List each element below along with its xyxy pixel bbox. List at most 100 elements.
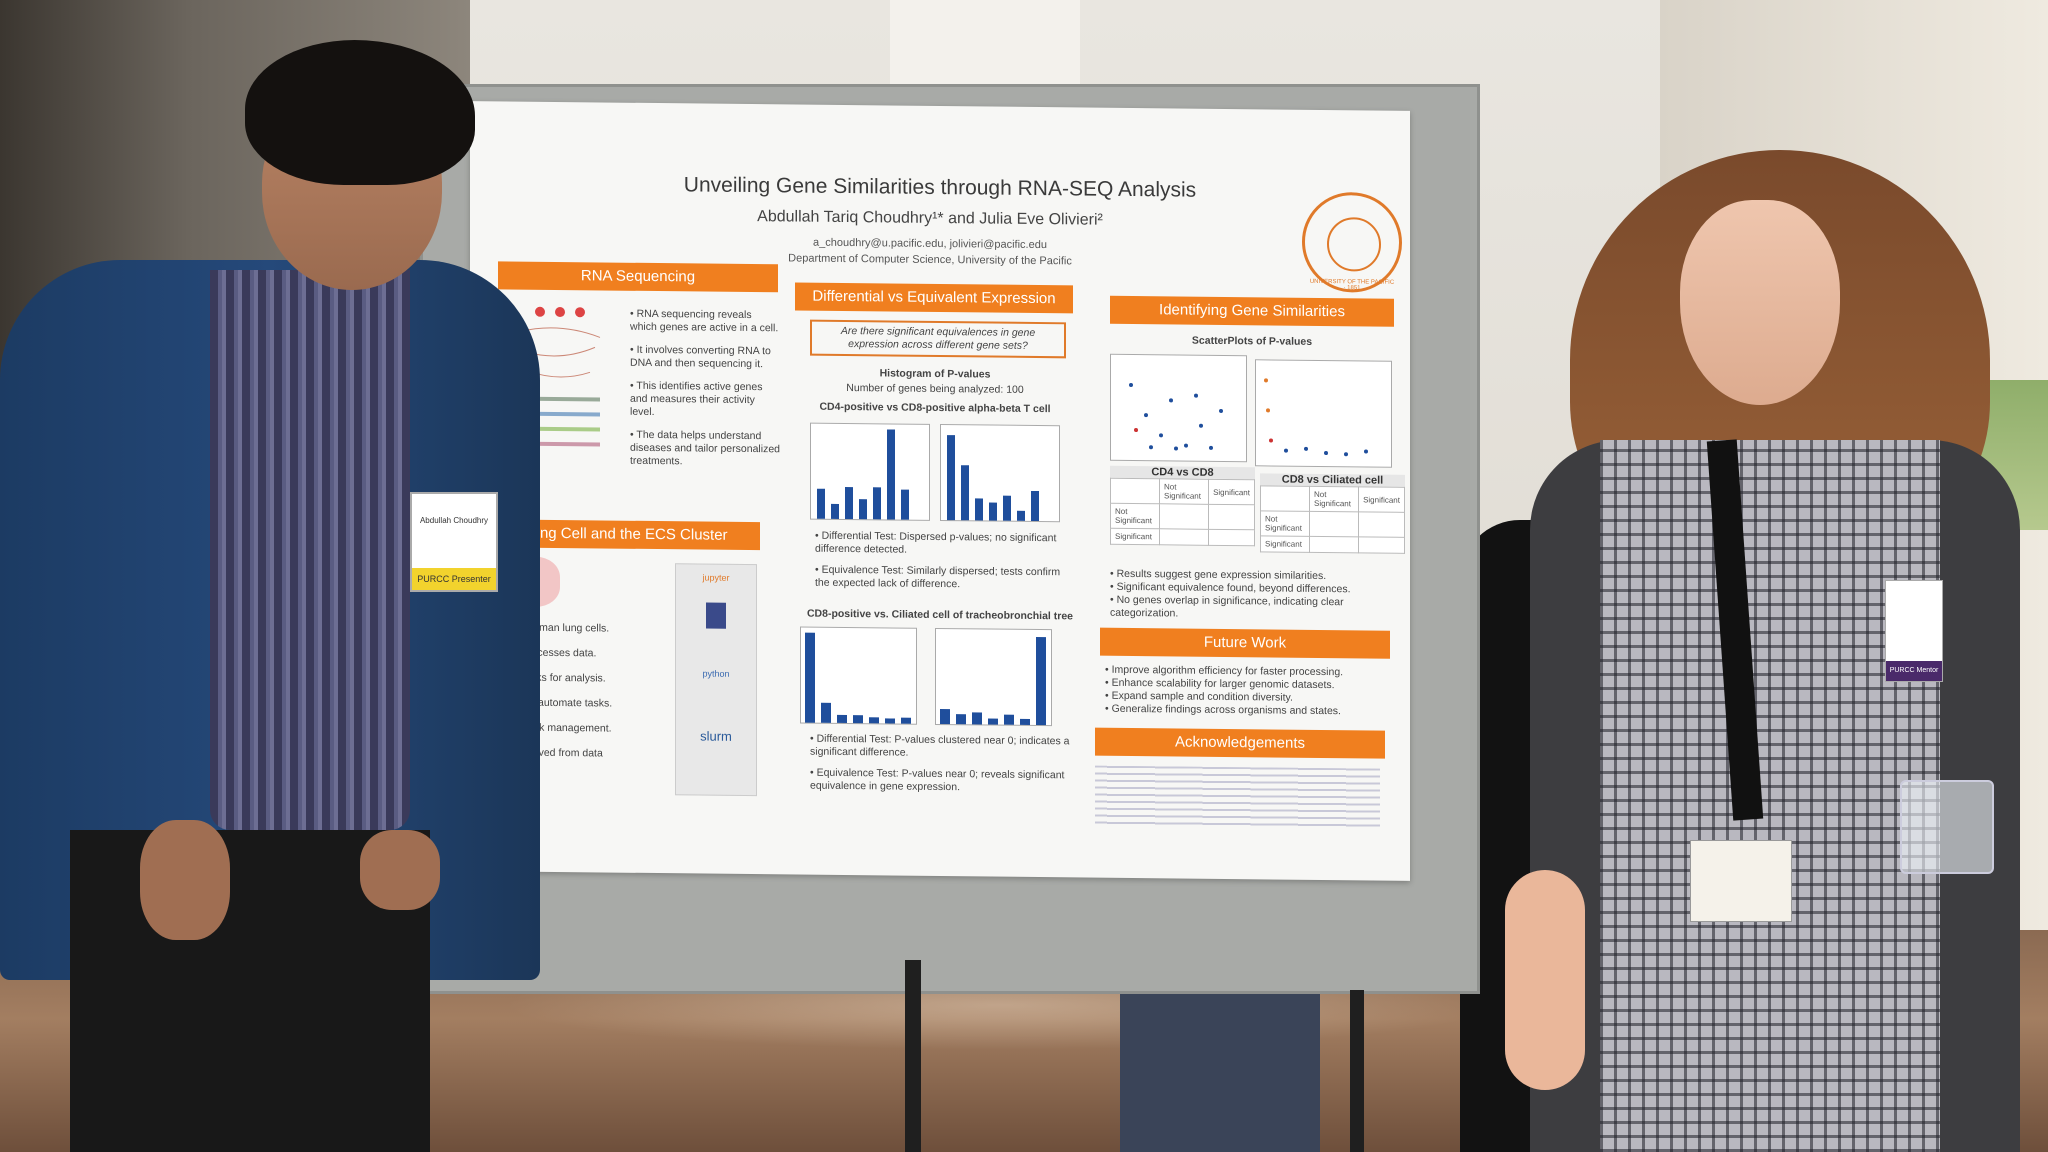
histogram-bar	[859, 499, 867, 520]
histogram-chart	[940, 424, 1060, 523]
histogram-bar	[972, 712, 982, 725]
man-hand	[360, 830, 440, 910]
comparison-1-bullets: Differential Test: Dispersed p-values; n…	[815, 530, 1065, 593]
easel-leg	[905, 960, 921, 1152]
badge-role: PURCC Presenter	[412, 568, 496, 590]
contingency-table: Not Significant Significant Not Significa…	[1260, 485, 1405, 554]
rna-bullet: The data helps understand diseases and t…	[630, 429, 780, 470]
histogram-bar	[988, 718, 998, 725]
table-cell	[1208, 529, 1255, 546]
table-cell	[1358, 511, 1405, 538]
histogram-title: Histogram of P-values	[879, 367, 991, 381]
workflow-panel: jupyter python slurm	[675, 563, 757, 797]
scatter-points	[1129, 383, 1223, 451]
histogram-bar	[1003, 495, 1011, 521]
comparison-2-title: CD8-positive vs. Ciliated cell of trache…	[806, 607, 1074, 623]
histogram-bar	[956, 714, 966, 725]
table-col-header: Significant	[1358, 486, 1405, 513]
diff-expression-header: Differential vs Equivalent Expression	[795, 282, 1073, 314]
table-row-header: Not Significant	[1260, 510, 1310, 537]
histogram-bar	[837, 714, 847, 724]
rna-bullet: It involves converting RNA to DNA and th…	[630, 344, 780, 372]
histogram-bar	[1020, 718, 1030, 725]
easel-leg	[1350, 990, 1364, 1152]
histogram-bar	[989, 502, 997, 521]
table-cell	[1159, 528, 1209, 546]
future-work-header: Future Work	[1100, 627, 1390, 659]
histogram-bar	[887, 429, 895, 520]
research-question: Are there significant equivalences in ge…	[810, 319, 1066, 359]
histogram-bar	[817, 488, 825, 519]
histogram-chart	[800, 626, 917, 725]
future-bullet: Generalize findings across organisms and…	[1105, 703, 1395, 719]
rna-sequencing-header: RNA Sequencing	[498, 261, 778, 293]
histogram-bar	[885, 718, 895, 724]
histogram-bar	[831, 503, 839, 519]
poster-authors: Abdullah Tariq Choudhry¹* and Julia Eve …	[757, 208, 1103, 229]
histogram-chart	[810, 422, 930, 521]
histogram-bar	[1036, 637, 1046, 726]
rna-bullet: RNA sequencing reveals which genes are a…	[630, 308, 780, 336]
table-cd8-ciliated: CD8 vs Ciliated cell Not Significant Sign…	[1260, 473, 1405, 554]
table-col-header: Not Significant	[1159, 478, 1209, 505]
poster-emails: a_choudhry@u.pacific.edu, jolivieri@paci…	[813, 236, 1047, 252]
woman-face	[1680, 200, 1840, 405]
histogram-bar	[853, 715, 863, 724]
gene-similarities-header: Identifying Gene Similarities	[1110, 295, 1394, 327]
future-work-bullets: Improve algorithm efficiency for faster …	[1105, 664, 1395, 719]
table-cell	[1309, 511, 1359, 537]
table-row-header: Significant	[1110, 528, 1160, 545]
table-cell	[1309, 536, 1359, 553]
comparison-bullet: Equivalence Test: Similarly dispersed; t…	[815, 564, 1065, 593]
histogram-bar	[845, 487, 853, 520]
rna-diagram-graphic	[519, 306, 601, 447]
histogram-bar	[947, 435, 955, 521]
woman-arm	[1505, 870, 1585, 1090]
comparison-2-bullets: Differential Test: P-values clustered ne…	[810, 733, 1070, 796]
table-row-header: Not Significant	[1110, 503, 1160, 529]
scatterplot	[1255, 359, 1392, 468]
badge-name: Abdullah Choudhry	[419, 516, 489, 525]
table-cell	[1208, 504, 1255, 530]
table-col-header: Significant	[1208, 479, 1255, 505]
histogram-bar	[1004, 714, 1014, 725]
table-cd4-cd8: CD4 vs CD8 Not Significant Significant No…	[1110, 465, 1255, 547]
slurm-logo: slurm	[700, 728, 732, 744]
histogram-bar	[975, 498, 983, 521]
histogram-bar	[901, 717, 911, 724]
rna-bullets: RNA sequencing reveals which genes are a…	[630, 308, 780, 470]
table-title: CD8 vs Ciliated cell	[1260, 473, 1405, 487]
histogram-bar	[873, 487, 881, 520]
plastic-cup	[1900, 780, 1994, 874]
scatter-points	[1264, 378, 1368, 457]
table-cell	[1159, 503, 1209, 530]
histogram-bar	[901, 489, 909, 520]
man-hair	[245, 40, 475, 185]
table-col-header: Not Significant	[1309, 486, 1359, 512]
man-plaid-shirt	[210, 270, 410, 830]
seal-inner-ring	[1327, 217, 1381, 272]
histogram-bar	[1031, 490, 1039, 522]
scatterplot-title: ScatterPlots of P-values	[1191, 334, 1313, 348]
seal-text: UNIVERSITY OF THE PACIFIC · 1851	[1309, 278, 1395, 292]
python-logo: python	[702, 668, 730, 679]
scatterplot	[1110, 353, 1247, 463]
table-cell	[1358, 536, 1405, 554]
comparison-1-title: CD4-positive vs CD8-positive alpha-beta …	[819, 400, 1051, 416]
research-poster: Unveiling Gene Similarities through RNA-…	[470, 101, 1410, 881]
comparison-bullet: Differential Test: Dispersed p-values; n…	[815, 530, 1065, 559]
acknowledgements-header: Acknowledgements	[1095, 727, 1385, 759]
mentor-badge: PURCC Mentor	[1885, 580, 1943, 682]
histogram-bar	[869, 717, 879, 724]
rna-bullet: This identifies active genes and measure…	[630, 380, 780, 421]
woman-plaid-dress	[1600, 440, 1940, 1152]
references-block	[1095, 765, 1380, 829]
poster-title: Unveiling Gene Similarities through RNA-…	[683, 173, 1197, 202]
histogram-bar	[961, 465, 969, 521]
histogram-bar	[940, 709, 950, 725]
table-corner	[1260, 485, 1310, 512]
table-corner	[1110, 478, 1160, 504]
university-seal: UNIVERSITY OF THE PACIFIC · 1851	[1302, 191, 1402, 293]
histogram-chart	[935, 627, 1052, 727]
